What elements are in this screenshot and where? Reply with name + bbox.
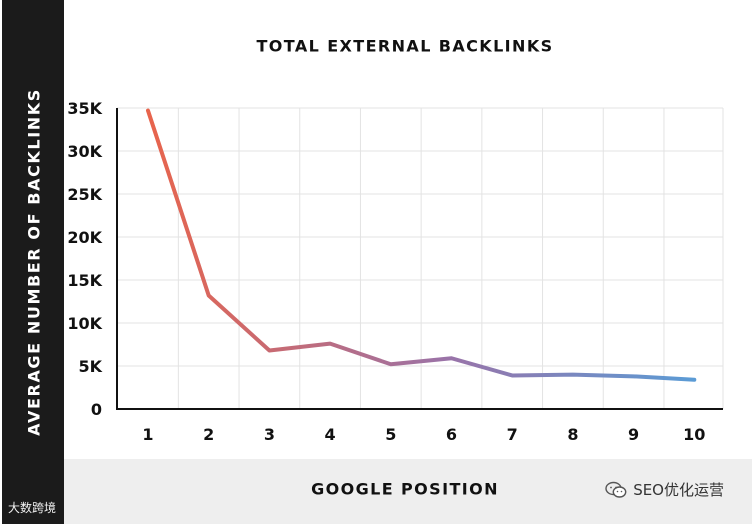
y-tick-label: 10K xyxy=(67,314,102,333)
y-tick-label: 20K xyxy=(67,228,102,247)
y-tick-labels: 0 5K 10K 15K 20K 25K 30K 35K xyxy=(67,99,102,419)
chart-title: TOTAL EXTERNAL BACKLINKS xyxy=(256,36,554,56)
y-tick-label: 30K xyxy=(67,142,102,161)
watermark-left: 大数跨境 xyxy=(8,501,57,515)
y-tick-label: 0 xyxy=(91,400,102,419)
x-tick-label: 1 xyxy=(142,425,153,444)
x-axis-label: GOOGLE POSITION xyxy=(311,479,499,499)
watermark-right: SEO优化运营 xyxy=(605,479,724,500)
x-tick-label: 9 xyxy=(628,425,639,444)
x-tick-label: 8 xyxy=(567,425,578,444)
x-tick-label: 3 xyxy=(264,425,275,444)
x-tick-label: 10 xyxy=(683,425,705,444)
axes xyxy=(116,108,723,410)
x-tick-label: 5 xyxy=(385,425,396,444)
x-tick-label: 4 xyxy=(325,425,336,444)
y-axis-label-band xyxy=(2,0,64,524)
y-tick-label: 35K xyxy=(67,99,102,118)
series-line xyxy=(146,108,697,382)
series-backlinks xyxy=(146,108,697,382)
x-tick-label: 6 xyxy=(446,425,457,444)
y-tick-label: 25K xyxy=(67,185,102,204)
x-axis-label-band xyxy=(64,459,752,524)
watermark-right-text: SEO优化运营 xyxy=(633,481,724,499)
grid-lines xyxy=(117,107,724,409)
y-tick-label: 5K xyxy=(78,357,102,376)
y-tick-label: 15K xyxy=(67,271,102,290)
x-tick-labels: 1 2 3 4 5 6 7 8 9 10 xyxy=(142,425,705,444)
x-tick-label: 7 xyxy=(507,425,518,444)
wechat-icon xyxy=(605,481,627,498)
x-tick-label: 2 xyxy=(203,425,214,444)
